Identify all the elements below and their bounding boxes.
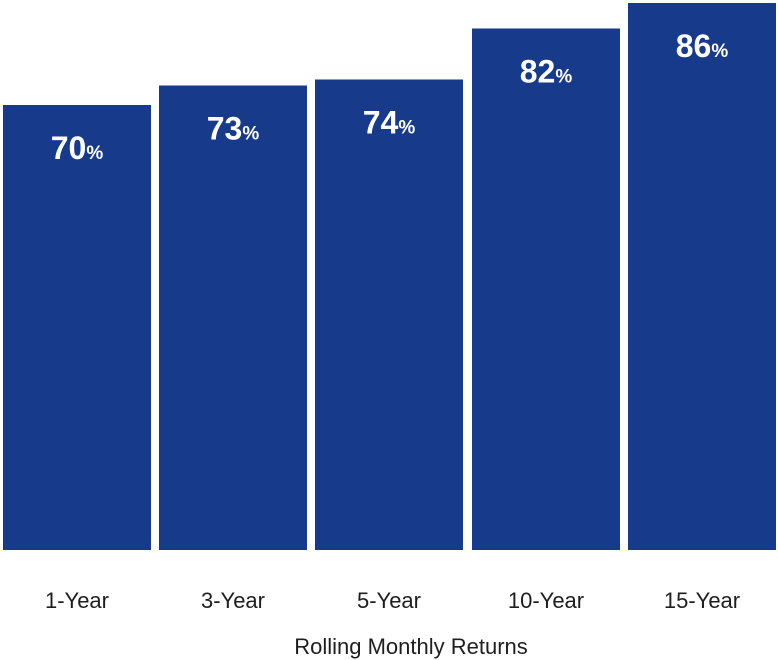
category-label-10-year: 10-Year bbox=[508, 588, 584, 613]
category-label-5-year: 5-Year bbox=[357, 588, 421, 613]
value-label-5-year: 74% bbox=[363, 104, 416, 140]
category-label-1-year: 1-Year bbox=[45, 588, 109, 613]
value-label-10-year: 82% bbox=[520, 53, 573, 89]
bar-10-year bbox=[472, 28, 620, 551]
x-axis-title: Rolling Monthly Returns bbox=[294, 634, 528, 659]
value-label-3-year: 73% bbox=[207, 111, 260, 147]
bars bbox=[3, 3, 776, 551]
bar-5-year bbox=[315, 79, 463, 550]
category-label-15-year: 15-Year bbox=[664, 588, 740, 613]
category-label-3-year: 3-Year bbox=[201, 588, 265, 613]
bar-3-year bbox=[159, 85, 307, 551]
bar-15-year bbox=[628, 3, 776, 550]
category-labels: 1-Year 3-Year 5-Year 10-Year 15-Year bbox=[45, 588, 740, 613]
bar-1-year bbox=[3, 104, 151, 550]
value-label-15-year: 86% bbox=[676, 28, 729, 64]
value-label-1-year: 70% bbox=[51, 130, 104, 166]
value-labels: 70% 73% 74% 82% 86% bbox=[51, 28, 729, 166]
